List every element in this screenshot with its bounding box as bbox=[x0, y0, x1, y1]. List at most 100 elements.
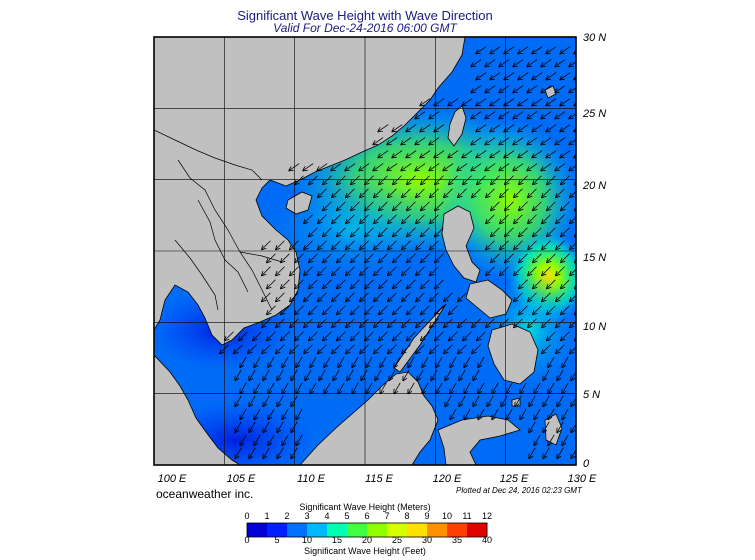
wave-arrow bbox=[519, 305, 528, 314]
wave-arrow bbox=[393, 175, 402, 184]
wave-arrow bbox=[332, 318, 341, 327]
wave-arrow bbox=[407, 175, 416, 184]
wave-arrow bbox=[477, 331, 486, 340]
wave-arrow bbox=[392, 150, 403, 158]
chart-title: Significant Wave Height with Wave Direct… bbox=[237, 8, 493, 23]
wave-arrow bbox=[561, 305, 570, 314]
wave-arrow bbox=[560, 72, 571, 80]
wave-arrow bbox=[445, 395, 452, 406]
wave-arrow bbox=[520, 382, 527, 393]
wave-arrow bbox=[290, 266, 299, 275]
colorbar-tick-meters: 1 bbox=[264, 511, 270, 521]
wave-arrow bbox=[365, 331, 374, 340]
wave-arrow bbox=[332, 214, 341, 223]
wave-arrow bbox=[518, 124, 529, 132]
wave-arrow bbox=[533, 305, 542, 314]
wave-arrow bbox=[443, 163, 454, 171]
lat-label-20n: 20 N bbox=[583, 180, 607, 192]
wave-arrow bbox=[556, 188, 565, 197]
wave-arrow bbox=[534, 382, 541, 393]
wave-arrow bbox=[546, 72, 557, 80]
wave-arrow bbox=[478, 408, 485, 419]
wave-arrow bbox=[317, 163, 328, 171]
wave-arrow bbox=[351, 331, 360, 340]
wave-arrow bbox=[519, 253, 528, 262]
wave-arrow bbox=[268, 382, 275, 393]
wave-arrow bbox=[435, 305, 444, 314]
wave-arrow bbox=[323, 253, 332, 262]
lon-label-120e: 120 E bbox=[432, 473, 462, 485]
land-sulawesi bbox=[437, 415, 521, 465]
lat-label-30n: 30 N bbox=[583, 32, 607, 44]
wave-arrow bbox=[379, 175, 388, 184]
wave-arrow bbox=[388, 240, 397, 249]
wave-arrow bbox=[394, 382, 401, 393]
wave-arrow bbox=[323, 279, 332, 288]
wave-arrow bbox=[519, 175, 528, 184]
wave-arrow bbox=[478, 382, 485, 393]
land-borneo bbox=[299, 371, 439, 465]
wave-arrow bbox=[352, 356, 359, 367]
colorbar-segment bbox=[407, 523, 428, 537]
wave-arrow bbox=[388, 214, 397, 223]
wave-arrow bbox=[541, 137, 552, 145]
wave-arrow bbox=[331, 163, 342, 171]
wave-arrow bbox=[360, 344, 369, 353]
wave-arrow bbox=[514, 318, 523, 327]
wave-arrow bbox=[263, 395, 270, 406]
colorbar-tick-meters: 0 bbox=[244, 511, 250, 521]
wave-arrow bbox=[463, 175, 472, 184]
wave-arrow bbox=[416, 188, 425, 197]
colorbar-segment bbox=[447, 523, 468, 537]
wave-arrow bbox=[528, 266, 537, 275]
wave-arrow bbox=[542, 188, 551, 197]
wave-arrow bbox=[240, 434, 247, 445]
wave-arrow bbox=[518, 46, 529, 54]
wave-arrow bbox=[249, 447, 256, 458]
wave-arrow bbox=[527, 111, 538, 119]
wave-arrow bbox=[532, 124, 543, 132]
wave-arrow bbox=[402, 292, 411, 301]
country-borders bbox=[154, 129, 283, 311]
wave-arrow bbox=[504, 72, 515, 80]
wave-arrow bbox=[365, 253, 374, 262]
wave-arrow bbox=[570, 294, 576, 301]
land-masses bbox=[154, 37, 563, 465]
wave-arrow bbox=[388, 292, 397, 301]
wave-arrow bbox=[324, 356, 331, 367]
wave-arrow bbox=[499, 111, 510, 119]
colorbar-segment bbox=[327, 523, 348, 537]
colorbar-tick-meters: 4 bbox=[324, 511, 330, 521]
wave-arrow bbox=[333, 369, 340, 380]
wave-arrow bbox=[267, 253, 276, 262]
wave-arrow bbox=[380, 382, 387, 393]
wave-arrow bbox=[542, 292, 551, 301]
wave-arrow bbox=[378, 124, 389, 132]
wave-arrow bbox=[402, 318, 411, 327]
wave-arrow bbox=[407, 331, 416, 340]
wave-arrow bbox=[304, 214, 313, 223]
colorbar-tick-feet: 20 bbox=[361, 535, 372, 545]
wave-arrow bbox=[458, 188, 467, 197]
wave-arrow bbox=[562, 434, 569, 445]
wave-arrow bbox=[490, 72, 501, 80]
lon-label-130e: 130 E bbox=[567, 473, 597, 485]
wave-arrow bbox=[485, 111, 496, 119]
wave-arrow bbox=[374, 318, 383, 327]
wave-arrow bbox=[351, 253, 360, 262]
wave-arrow bbox=[518, 150, 529, 158]
colorbar-tick-meters: 11 bbox=[462, 511, 472, 521]
wave-arrow bbox=[557, 421, 564, 432]
wave-arrow bbox=[471, 59, 482, 67]
wave-arrow bbox=[514, 214, 523, 223]
wave-arrow bbox=[487, 395, 494, 406]
wave-arrow bbox=[406, 150, 417, 158]
wave-arrow bbox=[346, 318, 355, 327]
wave-arrow bbox=[291, 421, 298, 432]
wave-arrow bbox=[506, 382, 513, 393]
wave-arrow bbox=[429, 137, 440, 145]
wave-arrow bbox=[235, 421, 242, 432]
wave-arrow bbox=[347, 369, 354, 380]
colorbar-border bbox=[246, 522, 488, 538]
wave-arrow bbox=[365, 279, 374, 288]
